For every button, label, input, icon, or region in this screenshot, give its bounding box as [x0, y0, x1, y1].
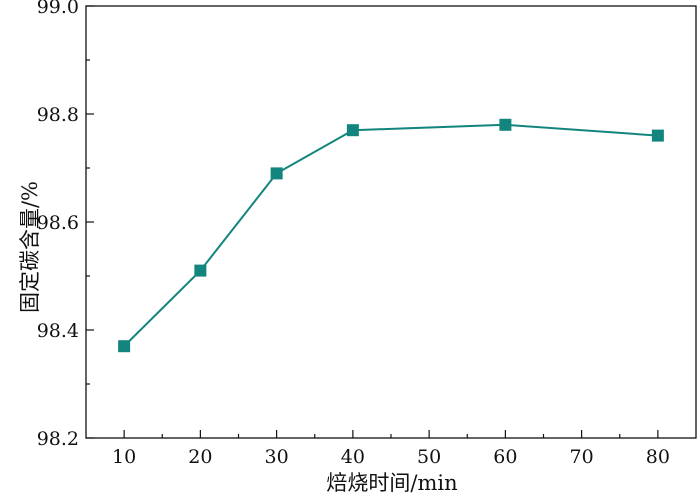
series-line: [123, 123, 658, 347]
x-tick-label: 10: [112, 446, 136, 468]
y-tick-label: 98.6: [37, 212, 79, 234]
data-point-marker: [346, 124, 359, 137]
x-tick-label: 80: [646, 446, 670, 468]
x-tick-label: 50: [417, 446, 441, 468]
x-axis-ticks: 10 20 30 40 50 60 70 80: [112, 430, 670, 468]
plot-area: [118, 118, 664, 353]
data-point-marker: [499, 118, 512, 131]
data-point-marker: [118, 340, 131, 353]
y-tick-label: 98.8: [37, 104, 79, 126]
x-tick-label: 70: [570, 446, 594, 468]
x-axis-title: 焙烧时间/min: [326, 471, 457, 495]
y-tick-label: 98.2: [37, 428, 79, 450]
x-tick-label: 60: [493, 446, 517, 468]
y-axis-ticks: 98.2 98.4 98.6 98.8 99.0: [37, 0, 94, 450]
y-tick-label: 99.0: [37, 0, 79, 18]
y-axis-title: 固定碳含量/%: [18, 181, 42, 313]
x-tick-label: 30: [265, 446, 289, 468]
x-tick-label: 40: [341, 446, 365, 468]
y-tick-label: 98.4: [37, 320, 79, 342]
data-point-marker: [270, 167, 283, 180]
data-point-marker: [194, 264, 207, 277]
x-tick-label: 20: [188, 446, 212, 468]
plot-frame: [85, 5, 697, 439]
axes: [85, 5, 697, 439]
data-point-marker: [651, 129, 664, 142]
